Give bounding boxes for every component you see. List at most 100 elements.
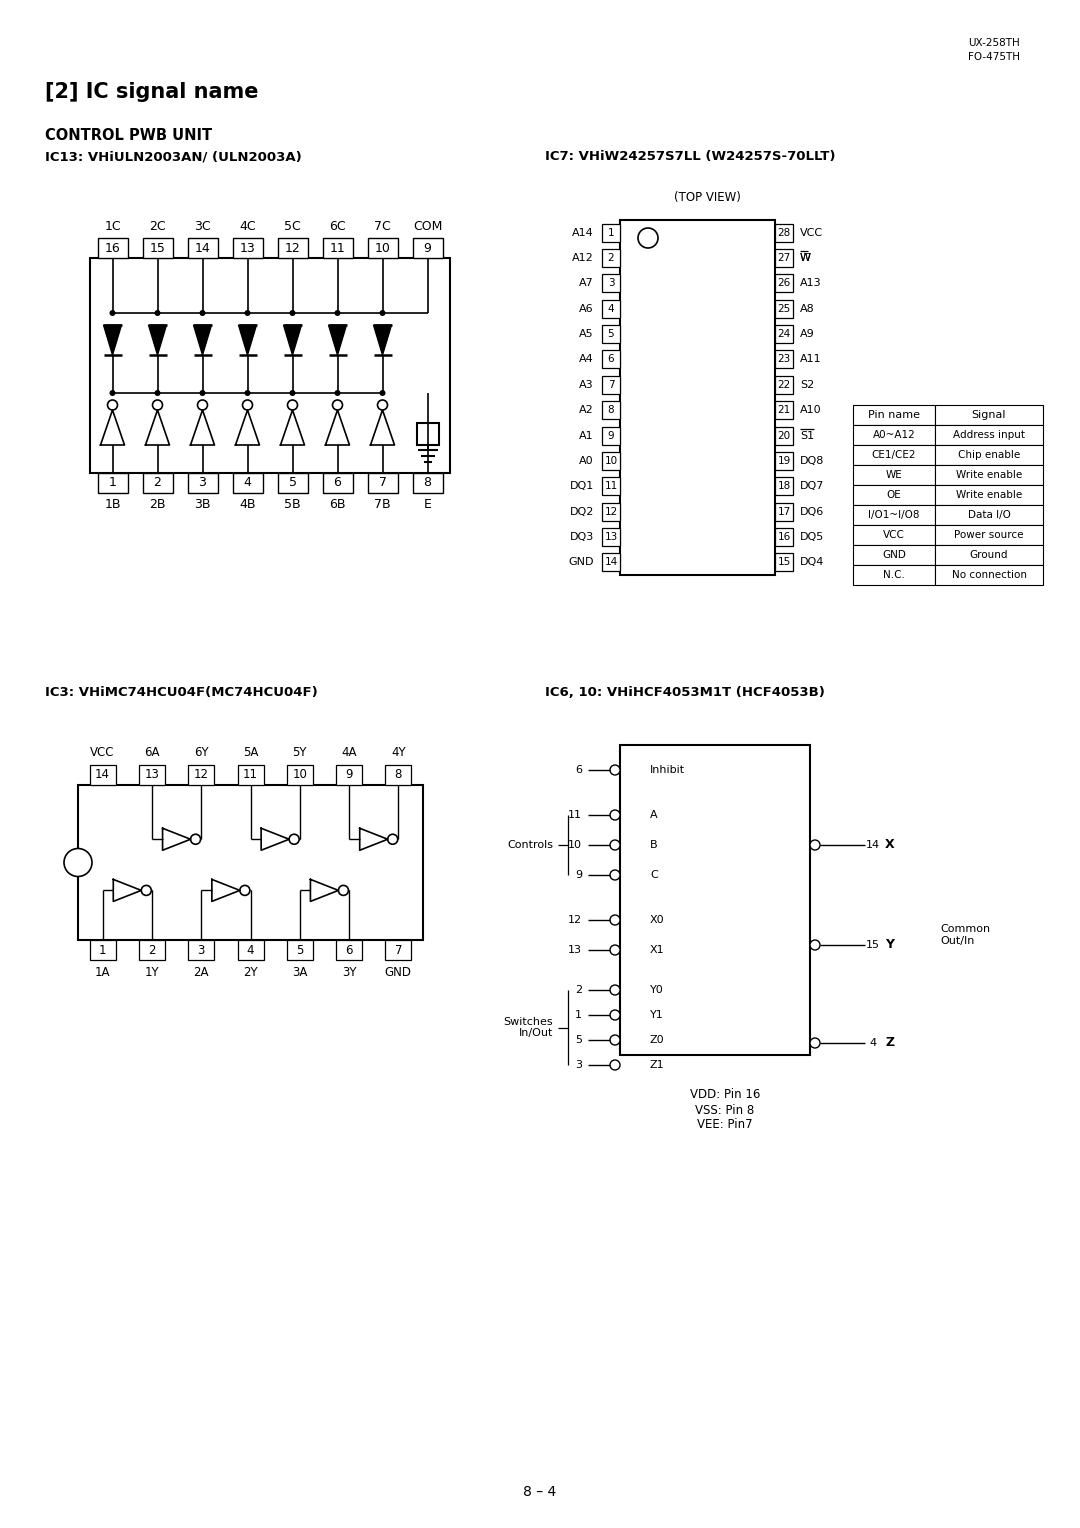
Polygon shape: [283, 325, 301, 354]
Text: OE: OE: [887, 490, 902, 500]
Text: 16: 16: [105, 241, 120, 255]
Circle shape: [109, 390, 116, 396]
Text: 13: 13: [145, 769, 160, 781]
Text: 11: 11: [605, 481, 618, 490]
Circle shape: [610, 869, 620, 880]
Text: N.C.: N.C.: [883, 570, 905, 581]
Circle shape: [610, 810, 620, 821]
Bar: [775, 350, 793, 368]
Text: 2: 2: [148, 943, 156, 957]
Text: DQ8: DQ8: [800, 455, 824, 466]
Text: I/O1~I/O8: I/O1~I/O8: [868, 510, 920, 520]
Text: 9: 9: [608, 431, 615, 440]
Bar: [935, 405, 1043, 425]
Text: 14: 14: [194, 241, 211, 255]
Text: 14: 14: [95, 769, 110, 781]
Text: 1C: 1C: [104, 220, 121, 232]
Bar: [602, 402, 620, 419]
Text: DQ3: DQ3: [570, 532, 594, 542]
Bar: [602, 426, 620, 445]
Text: COM: COM: [413, 220, 442, 232]
Text: A14: A14: [572, 228, 594, 238]
Text: A3: A3: [579, 380, 594, 390]
Bar: [853, 526, 935, 545]
Bar: [602, 249, 620, 267]
Text: 3A: 3A: [292, 966, 308, 978]
Text: 7: 7: [394, 943, 402, 957]
Circle shape: [152, 400, 162, 410]
Bar: [238, 766, 264, 785]
Circle shape: [810, 940, 820, 950]
Polygon shape: [104, 325, 121, 354]
Circle shape: [638, 228, 658, 248]
Text: 17: 17: [778, 507, 791, 516]
Text: 13: 13: [605, 532, 618, 542]
Text: A10: A10: [800, 405, 822, 416]
Circle shape: [287, 400, 297, 410]
Text: 3: 3: [198, 943, 205, 957]
Text: DQ5: DQ5: [800, 532, 824, 542]
Polygon shape: [149, 325, 166, 354]
Bar: [853, 545, 935, 565]
Circle shape: [200, 310, 205, 316]
Text: 14: 14: [605, 558, 618, 567]
Text: Controls: Controls: [507, 840, 553, 850]
Circle shape: [335, 390, 340, 396]
Circle shape: [379, 310, 386, 316]
Text: 2: 2: [153, 477, 161, 489]
Text: 12: 12: [568, 915, 582, 924]
Circle shape: [240, 885, 249, 895]
Circle shape: [388, 834, 397, 845]
Text: 8 – 4: 8 – 4: [524, 1485, 556, 1499]
Bar: [602, 553, 620, 571]
Text: VCC: VCC: [883, 530, 905, 539]
Text: 5: 5: [288, 477, 297, 489]
Text: 3: 3: [608, 278, 615, 289]
Bar: [323, 238, 352, 258]
Circle shape: [610, 1010, 620, 1021]
Polygon shape: [239, 325, 257, 354]
Text: Pin name: Pin name: [868, 410, 920, 420]
Text: DQ4: DQ4: [800, 558, 824, 567]
Circle shape: [610, 1060, 620, 1070]
Text: 6: 6: [346, 943, 353, 957]
Bar: [278, 238, 308, 258]
Text: 9: 9: [575, 869, 582, 880]
Bar: [775, 503, 793, 521]
Text: [2] IC signal name: [2] IC signal name: [45, 83, 258, 102]
Text: Write enable: Write enable: [956, 490, 1022, 500]
Circle shape: [610, 944, 620, 955]
Text: 8: 8: [423, 477, 432, 489]
Circle shape: [378, 400, 388, 410]
Text: 5C: 5C: [284, 220, 301, 232]
Bar: [935, 545, 1043, 565]
Circle shape: [289, 310, 296, 316]
Text: A12: A12: [572, 254, 594, 263]
Text: 27: 27: [778, 254, 791, 263]
Text: 8: 8: [608, 405, 615, 416]
Text: A4: A4: [579, 354, 594, 365]
Text: DQ1: DQ1: [570, 481, 594, 490]
Text: 5: 5: [575, 1034, 582, 1045]
Bar: [413, 238, 443, 258]
Text: 12: 12: [285, 241, 300, 255]
Bar: [232, 474, 262, 494]
Text: Write enable: Write enable: [956, 471, 1022, 480]
Polygon shape: [328, 325, 347, 354]
Bar: [775, 426, 793, 445]
Circle shape: [244, 310, 251, 316]
Circle shape: [154, 310, 161, 316]
Text: GND: GND: [882, 550, 906, 559]
Text: Z: Z: [886, 1036, 894, 1050]
Bar: [853, 565, 935, 585]
Circle shape: [610, 1034, 620, 1045]
Text: 6C: 6C: [329, 220, 346, 232]
Text: A5: A5: [579, 329, 594, 339]
Text: A0~A12: A0~A12: [873, 429, 916, 440]
Text: VDD: Pin 16
VSS: Pin 8
VEE: Pin7: VDD: Pin 16 VSS: Pin 8 VEE: Pin7: [690, 1088, 760, 1132]
Text: 2: 2: [608, 254, 615, 263]
Text: X: X: [886, 839, 895, 851]
Text: 1: 1: [99, 943, 107, 957]
Text: 5B: 5B: [284, 498, 301, 512]
Bar: [935, 565, 1043, 585]
